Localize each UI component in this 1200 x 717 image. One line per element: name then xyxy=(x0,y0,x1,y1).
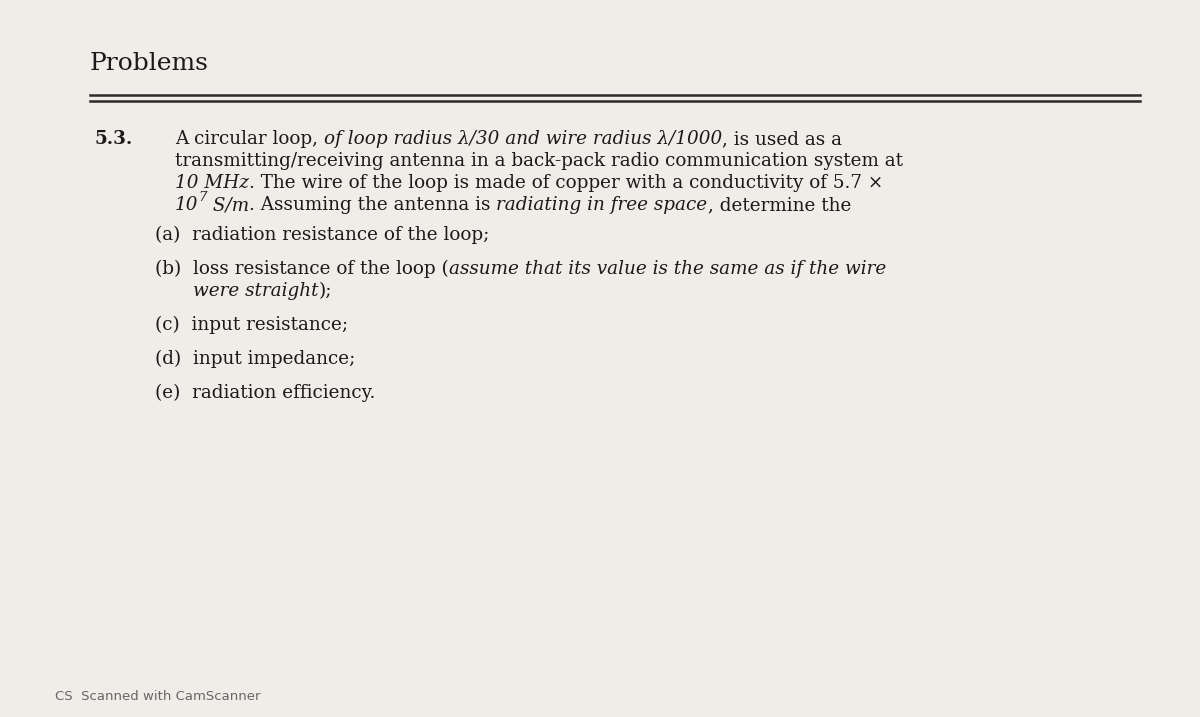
Text: transmitting/receiving antenna in a back-pack radio communication system at: transmitting/receiving antenna in a back… xyxy=(175,152,904,170)
Text: , determine the: , determine the xyxy=(708,196,851,214)
Text: S/m: S/m xyxy=(206,196,250,214)
Text: of loop radius λ/30 and wire radius λ/1000: of loop radius λ/30 and wire radius λ/10… xyxy=(324,130,722,148)
Text: assume that its value is the same as if the wire: assume that its value is the same as if … xyxy=(449,260,886,278)
Text: . Assuming the antenna is: . Assuming the antenna is xyxy=(250,196,497,214)
Text: (e)  radiation efficiency.: (e) radiation efficiency. xyxy=(155,384,376,402)
Text: 7: 7 xyxy=(198,191,206,204)
Text: (c)  input resistance;: (c) input resistance; xyxy=(155,316,348,334)
Text: (d)  input impedance;: (d) input impedance; xyxy=(155,350,355,369)
Text: 10: 10 xyxy=(175,196,198,214)
Text: . The wire of the loop is made of copper with a conductivity of 5.7 ×: . The wire of the loop is made of copper… xyxy=(248,174,883,192)
Text: (b)  loss resistance of the loop (: (b) loss resistance of the loop ( xyxy=(155,260,449,278)
Text: CS  Scanned with CamScanner: CS Scanned with CamScanner xyxy=(55,690,260,703)
Text: 5.3.: 5.3. xyxy=(95,130,133,148)
Text: A circular loop,: A circular loop, xyxy=(175,130,324,148)
Text: );: ); xyxy=(318,282,332,300)
Text: , is used as a: , is used as a xyxy=(722,130,842,148)
Text: Problems: Problems xyxy=(90,52,209,75)
Text: radiating in free space: radiating in free space xyxy=(497,196,708,214)
Text: 10 MHz: 10 MHz xyxy=(175,174,248,192)
Text: were straight: were straight xyxy=(193,282,318,300)
Text: (a)  radiation resistance of the loop;: (a) radiation resistance of the loop; xyxy=(155,226,490,244)
